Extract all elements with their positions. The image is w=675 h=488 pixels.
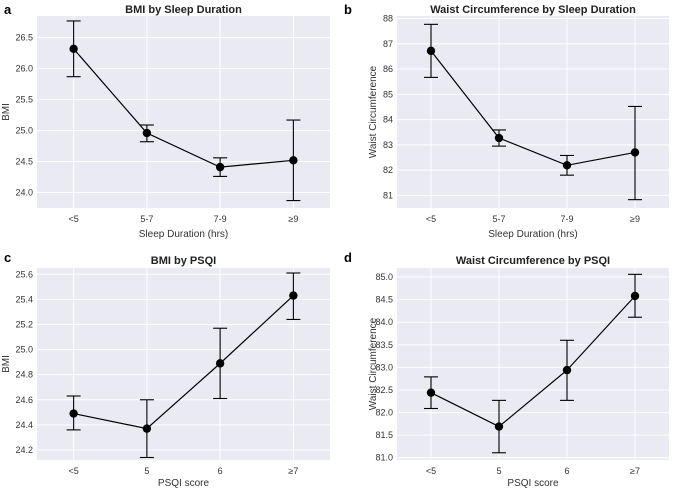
chart-panel-c: 24.2 24.4 24.6 24.8 25.0 25.2 25.4 25.6 <5 5 6 ≥7 BM… xyxy=(1,250,330,488)
chart-title: Waist Circumference by Sleep Duration xyxy=(430,4,636,16)
y-axis-label: Waist Circumference xyxy=(368,65,379,158)
x-tick-label: <5 xyxy=(426,214,436,224)
data-point xyxy=(494,422,504,431)
x-tick-label: 7-9 xyxy=(560,214,573,224)
x-tick-label: ≥9 xyxy=(630,214,640,224)
plot-area xyxy=(37,268,330,460)
y-tick-label: 25.4 xyxy=(15,294,33,304)
data-point xyxy=(69,44,78,54)
y-tick-label: 25.6 xyxy=(15,269,33,279)
chart-panel-d: 81.0 81.5 82.0 82.5 83.0 83.5 84.0 84.5 85.0 <5 5 6… xyxy=(344,250,669,488)
data-point xyxy=(562,161,572,170)
x-tick-label: 5-7 xyxy=(140,214,153,224)
x-tick-label: 5 xyxy=(144,466,149,476)
x-tick-label: 6 xyxy=(564,466,569,476)
y-tick-label: 83.0 xyxy=(375,362,393,372)
x-tick-label: 6 xyxy=(218,466,223,476)
x-tick-label: ≥9 xyxy=(288,214,298,224)
y-tick-label: 84 xyxy=(383,115,393,125)
x-axis-label: Sleep Duration (hrs) xyxy=(139,229,228,240)
series-line xyxy=(430,295,636,428)
data-point xyxy=(142,128,152,138)
plot-area xyxy=(37,16,330,208)
x-tick-label: ≥7 xyxy=(288,466,298,476)
y-tick-label: 24.6 xyxy=(15,395,33,405)
data-point xyxy=(142,424,152,433)
chart-title: BMI by Sleep Duration xyxy=(125,4,242,16)
panel-letter: a xyxy=(4,2,12,17)
y-axis-label: Waist Circumference xyxy=(368,317,379,410)
y-tick-label: 82.5 xyxy=(375,385,393,395)
x-tick-label: 5-7 xyxy=(492,214,505,224)
data-point xyxy=(562,365,572,375)
y-tick-label: 24.5 xyxy=(15,157,33,167)
y-tick-label: 86 xyxy=(383,64,393,74)
y-tick-label: 26.5 xyxy=(15,33,33,43)
y-tick-label: 81.5 xyxy=(375,430,393,440)
data-point xyxy=(494,133,504,143)
x-axis-label: PSQI score xyxy=(507,478,559,488)
data-point xyxy=(215,359,225,368)
data-point xyxy=(289,291,298,300)
x-axis-label: Sleep Duration (hrs) xyxy=(488,229,577,240)
y-tick-label: 82.0 xyxy=(375,408,393,418)
data-point xyxy=(215,162,225,172)
panel-letter: b xyxy=(344,2,352,17)
x-tick-label: 7-9 xyxy=(214,214,227,224)
data-point xyxy=(630,148,640,157)
x-tick-label: ≥7 xyxy=(630,466,640,476)
y-tick-label: 24.4 xyxy=(15,420,33,430)
data-point xyxy=(289,156,298,165)
x-tick-label: <5 xyxy=(426,466,436,476)
series-line xyxy=(73,48,294,168)
data-point xyxy=(426,388,436,397)
y-tick-label: 25.0 xyxy=(15,345,33,355)
y-tick-label: 81 xyxy=(383,190,393,200)
y-tick-label: 88 xyxy=(383,14,393,24)
series-line xyxy=(73,295,294,430)
y-axis-label: BMI xyxy=(1,355,12,373)
x-axis-label: PSQI score xyxy=(158,478,210,488)
x-tick-label: 5 xyxy=(496,466,501,476)
y-tick-label: 84.0 xyxy=(375,317,393,327)
y-tick-label: 25.5 xyxy=(15,95,33,105)
y-tick-label: 25.2 xyxy=(15,319,33,329)
plot-area xyxy=(397,16,669,208)
data-point xyxy=(426,46,436,56)
y-tick-label: 83.5 xyxy=(375,340,393,350)
y-tick-label: 24.2 xyxy=(15,445,33,455)
x-tick-label: <5 xyxy=(68,466,78,476)
panel-letter: c xyxy=(4,250,11,265)
y-tick-label: 24.0 xyxy=(15,188,33,198)
plot-area xyxy=(397,268,669,460)
series-line xyxy=(430,50,636,166)
y-axis-label: BMI xyxy=(1,103,12,121)
panel-letter: d xyxy=(344,250,352,265)
chart-panel-b: 81 82 83 84 85 86 87 88 <5 5-7 7-9 ≥9 Waist Circumfe… xyxy=(344,2,669,240)
y-tick-label: 25.0 xyxy=(15,126,33,136)
y-tick-label: 85 xyxy=(383,89,393,99)
data-point xyxy=(630,291,640,301)
chart-title: BMI by PSQI xyxy=(151,255,216,267)
y-tick-label: 81.0 xyxy=(375,453,393,463)
x-tick-label: <5 xyxy=(68,214,78,224)
y-tick-label: 85.0 xyxy=(375,272,393,282)
y-tick-label: 84.5 xyxy=(375,295,393,305)
y-tick-label: 83 xyxy=(383,140,393,150)
y-tick-label: 87 xyxy=(383,39,393,49)
y-tick-label: 24.8 xyxy=(15,370,33,380)
chart-title: Waist Circumference by PSQI xyxy=(456,255,610,267)
y-tick-label: 26.0 xyxy=(15,64,33,74)
chart-panel-a: 24.0 24.5 25.0 25.5 26.0 26.5 <5 5-7 7-9 ≥9 BMI by… xyxy=(1,2,330,240)
data-point xyxy=(69,409,78,418)
y-tick-label: 82 xyxy=(383,165,393,175)
